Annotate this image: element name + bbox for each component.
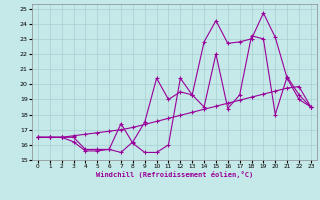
X-axis label: Windchill (Refroidissement éolien,°C): Windchill (Refroidissement éolien,°C)	[96, 171, 253, 178]
